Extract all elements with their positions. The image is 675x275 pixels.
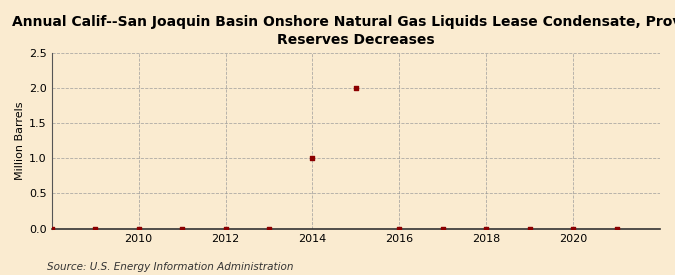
Point (47, 226, 57, 231)
Point (481, 226, 491, 231)
Point (133, 226, 144, 231)
Point (568, 226, 578, 231)
Point (264, 226, 275, 231)
Title: Annual Calif--San Joaquin Basin Onshore Natural Gas Liquids Lease Condensate, Pr: Annual Calif--San Joaquin Basin Onshore … (11, 15, 675, 47)
Point (220, 226, 231, 231)
Point (394, 226, 405, 231)
Text: Source: U.S. Energy Information Administration: Source: U.S. Energy Information Administ… (47, 262, 294, 272)
Point (90, 226, 101, 231)
Point (307, 156, 318, 161)
Y-axis label: Million Barrels: Million Barrels (15, 101, 25, 180)
Point (350, 86, 361, 90)
Point (524, 226, 535, 231)
Point (177, 226, 188, 231)
Point (611, 226, 622, 231)
Point (437, 226, 448, 231)
